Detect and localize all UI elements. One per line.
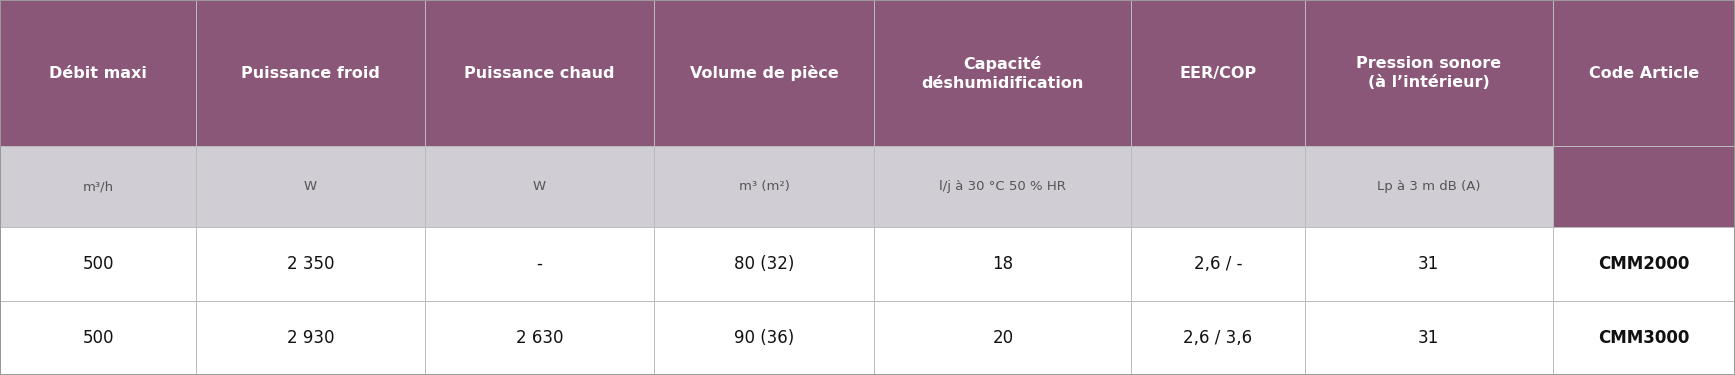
Text: -: - (536, 255, 543, 273)
Bar (1131, 0, 1305, 146)
Bar (1553, 0, 1735, 146)
Bar (874, 227, 1131, 301)
Text: CMM3000: CMM3000 (1598, 329, 1690, 347)
Text: 2 930: 2 930 (286, 329, 335, 347)
Bar (874, 0, 1131, 146)
Text: 80 (32): 80 (32) (734, 255, 795, 273)
Text: m³/h: m³/h (83, 180, 113, 193)
Text: Capacité
déshumidification: Capacité déshumidification (921, 56, 1084, 91)
Text: Débit maxi: Débit maxi (49, 66, 147, 81)
Text: 18: 18 (992, 255, 1013, 273)
Bar (0, 301, 196, 375)
Bar (1553, 301, 1735, 375)
Bar (1553, 227, 1735, 301)
Text: Volume de pièce: Volume de pièce (691, 65, 838, 81)
Text: 500: 500 (82, 329, 115, 347)
Bar (654, 301, 874, 375)
Text: 2 350: 2 350 (286, 255, 335, 273)
Text: Code Article: Code Article (1589, 66, 1699, 81)
Bar (425, 301, 654, 375)
Bar (874, 301, 1131, 375)
Bar (654, 0, 874, 146)
Text: Puissance froid: Puissance froid (241, 66, 380, 81)
Text: 90 (36): 90 (36) (734, 329, 795, 347)
Bar (0, 227, 196, 301)
Bar (654, 146, 874, 227)
Bar (874, 146, 1131, 227)
Bar (654, 227, 874, 301)
Text: 20: 20 (992, 329, 1013, 347)
Text: 500: 500 (82, 255, 115, 273)
Text: Lp à 3 m dB (A): Lp à 3 m dB (A) (1378, 180, 1480, 193)
Bar (0, 146, 196, 227)
Bar (1305, 146, 1553, 227)
Bar (196, 227, 425, 301)
Bar (1131, 146, 1305, 227)
Text: CMM2000: CMM2000 (1598, 255, 1690, 273)
Text: m³ (m²): m³ (m²) (739, 180, 789, 193)
Bar (196, 301, 425, 375)
Bar (196, 0, 425, 146)
Text: l/j à 30 °C 50 % HR: l/j à 30 °C 50 % HR (939, 180, 1067, 193)
Text: W: W (304, 180, 318, 193)
Bar (425, 146, 654, 227)
Bar (1305, 227, 1553, 301)
Bar (0, 0, 196, 146)
Bar (196, 146, 425, 227)
Bar (1131, 227, 1305, 301)
Bar (425, 0, 654, 146)
Text: 2,6 / 3,6: 2,6 / 3,6 (1183, 329, 1253, 347)
Text: W: W (533, 180, 547, 193)
Text: 2,6 / -: 2,6 / - (1194, 255, 1242, 273)
Text: 2 630: 2 630 (515, 329, 564, 347)
Text: Pression sonore
(à l’intérieur): Pression sonore (à l’intérieur) (1357, 56, 1501, 90)
Bar (425, 227, 654, 301)
Text: 31: 31 (1417, 255, 1440, 273)
Bar (1305, 301, 1553, 375)
Bar (1553, 146, 1735, 227)
Bar (1131, 301, 1305, 375)
Bar (1305, 0, 1553, 146)
Text: 31: 31 (1417, 329, 1440, 347)
Text: EER/COP: EER/COP (1180, 66, 1256, 81)
Text: Puissance chaud: Puissance chaud (465, 66, 614, 81)
